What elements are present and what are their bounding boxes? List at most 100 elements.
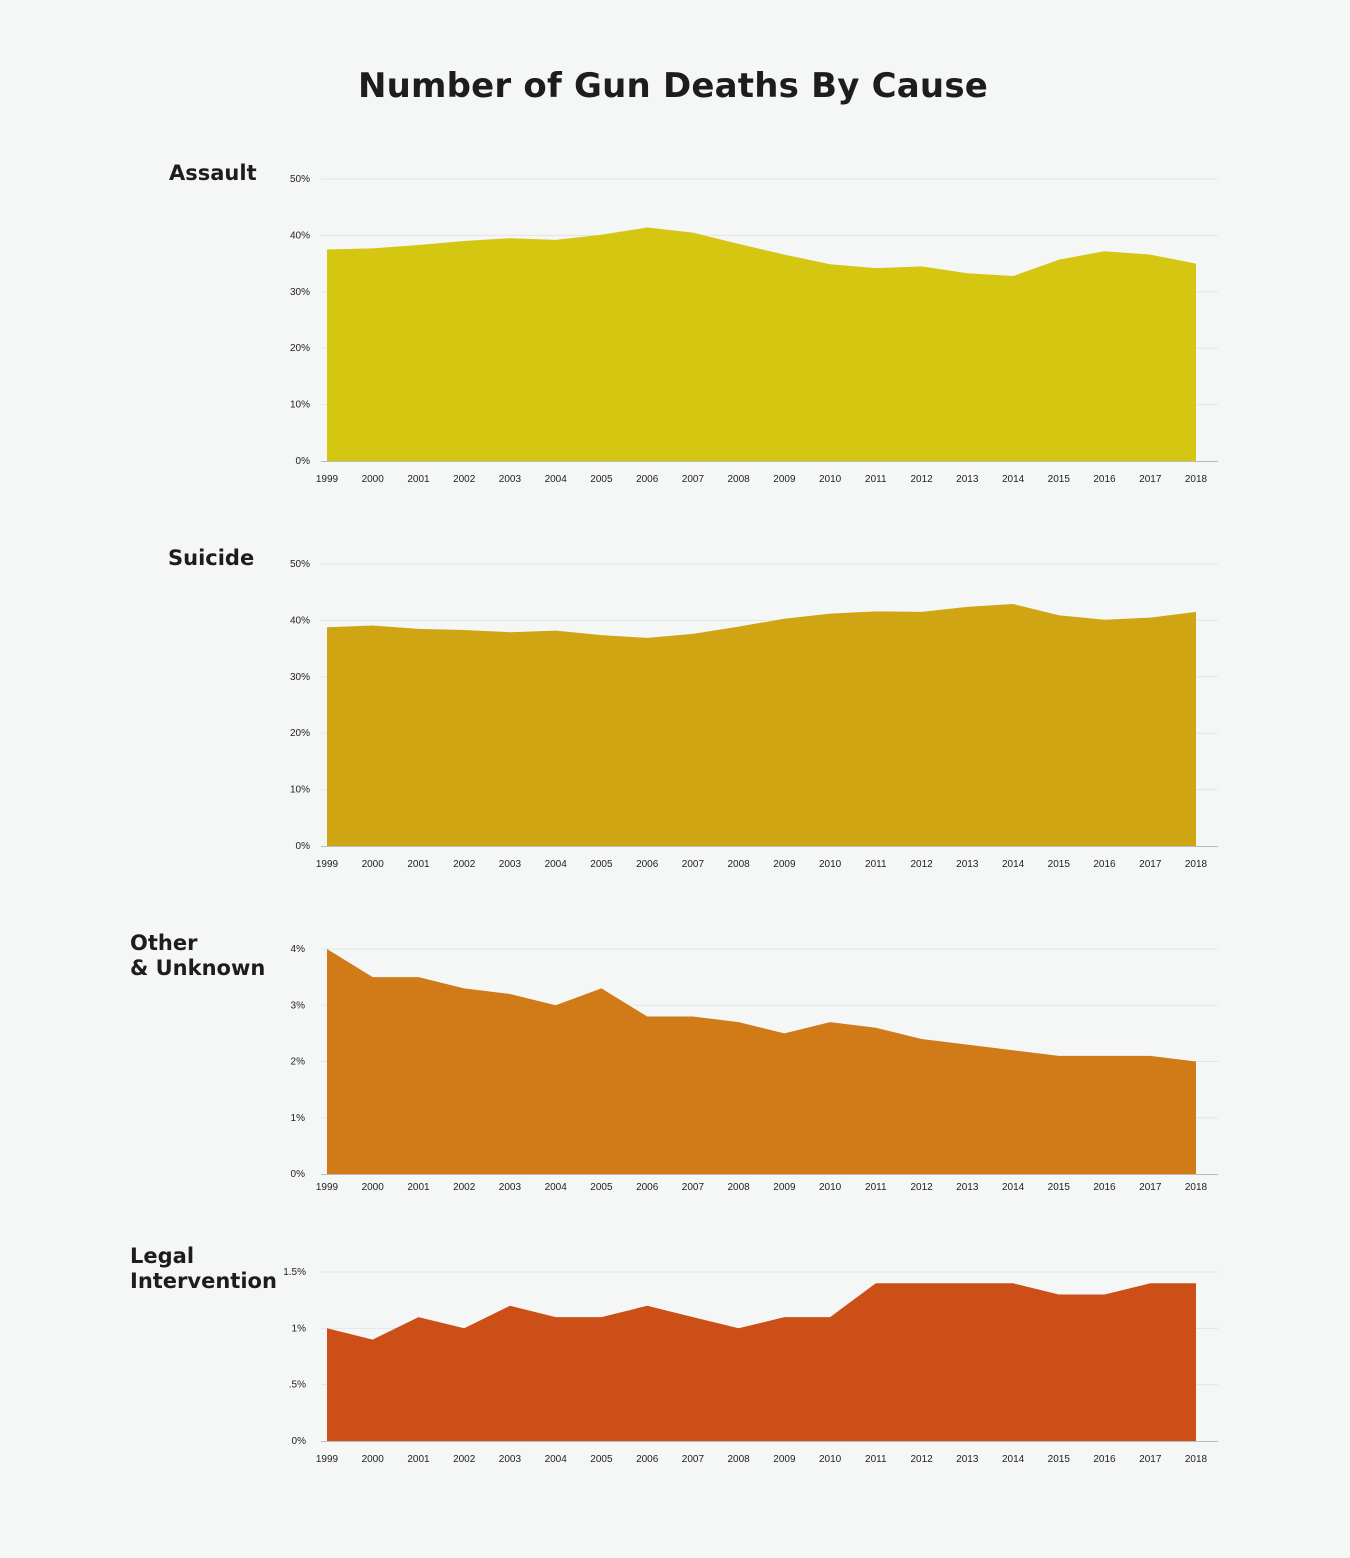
x-tick-label: 2013 <box>956 474 979 485</box>
assault-area <box>327 227 1196 461</box>
x-tick-label: 2013 <box>956 1182 979 1193</box>
x-tick-label: 2017 <box>1139 859 1162 870</box>
chart-label-line: Assault <box>169 161 257 185</box>
x-tick-label: 2008 <box>727 474 750 485</box>
x-tick-label: 2013 <box>956 859 979 870</box>
y-tick-label: 1% <box>292 1323 307 1334</box>
y-tick-label: 40% <box>290 615 310 626</box>
x-tick-label: 2005 <box>590 1182 613 1193</box>
x-tick-label: 2016 <box>1093 474 1116 485</box>
y-tick-label: 0% <box>291 1169 306 1180</box>
x-tick-label: 2003 <box>499 1454 522 1465</box>
y-tick-label: 0% <box>296 841 311 852</box>
y-tick-label: 3% <box>291 1000 306 1011</box>
x-tick-label: 2015 <box>1048 1454 1071 1465</box>
x-tick-label: 2001 <box>407 474 430 485</box>
x-tick-label: 2001 <box>407 1182 430 1193</box>
x-tick-label: 2002 <box>453 1182 476 1193</box>
x-tick-label: 2014 <box>1002 1454 1025 1465</box>
suicide-chart-label: Suicide <box>168 546 254 571</box>
x-tick-label: 2011 <box>865 859 887 870</box>
x-tick-label: 2006 <box>636 1454 659 1465</box>
x-tick-label: 2006 <box>636 474 659 485</box>
x-tick-label: 2014 <box>1002 474 1025 485</box>
assault-chart: 0% 10% 20% 30% 40% 50% 1999 2000 2001 2002 2003 200… <box>290 174 1218 485</box>
x-tick-label: 2006 <box>636 859 659 870</box>
y-tick-label: .5% <box>289 1380 306 1391</box>
x-tick-label: 2009 <box>773 859 796 870</box>
page-title: Number of Gun Deaths By Cause <box>357 66 989 106</box>
x-tick-label: 2018 <box>1185 1182 1208 1193</box>
legal-intervention-chart-label: Legal Intervention <box>130 1244 277 1294</box>
x-tick-label: 2004 <box>545 1454 568 1465</box>
x-tick-label: 2000 <box>362 474 385 485</box>
x-tick-label: 2007 <box>682 474 705 485</box>
x-tick-label: 2017 <box>1139 1454 1162 1465</box>
x-tick-label: 2010 <box>819 474 842 485</box>
x-tick-label: 2002 <box>453 474 476 485</box>
x-tick-label: 2016 <box>1093 1182 1116 1193</box>
x-tick-label: 2007 <box>682 859 705 870</box>
x-tick-label: 2011 <box>865 1454 887 1465</box>
x-tick-label: 2006 <box>636 1182 659 1193</box>
x-tick-label: 2005 <box>590 1454 613 1465</box>
x-tick-label: 2017 <box>1139 474 1162 485</box>
x-tick-label: 2002 <box>453 1454 476 1465</box>
x-tick-label: 2001 <box>407 859 430 870</box>
y-tick-label: 10% <box>290 785 310 796</box>
x-tick-label: 2008 <box>727 1454 750 1465</box>
x-tick-label: 2012 <box>910 1454 933 1465</box>
x-tick-label: 2000 <box>362 1182 385 1193</box>
chart-label-line: Other <box>130 931 198 955</box>
legal-intervention-chart: 0% .5% 1% 1.5% 1999 2000 2001 2002 2003 2004 2005 2… <box>283 1267 1218 1465</box>
x-tick-label: 2012 <box>910 1182 933 1193</box>
chart-label-line: Suicide <box>168 546 255 570</box>
other-unknown-chart: 0% 1% 2% 3% 4% 1999 2000 2001 2002 2003 2004 2005 20… <box>291 944 1218 1193</box>
y-tick-label: 30% <box>290 287 310 298</box>
y-tick-label: 50% <box>290 174 310 185</box>
x-tick-label: 2015 <box>1048 1182 1071 1193</box>
x-tick-label: 2002 <box>453 859 476 870</box>
x-tick-label: 2004 <box>545 1182 568 1193</box>
x-tick-label: 2003 <box>499 474 522 485</box>
x-tick-label: 2010 <box>819 1454 842 1465</box>
x-tick-label: 1999 <box>316 1454 339 1465</box>
x-tick-label: 2004 <box>545 859 568 870</box>
x-tick-label: 2003 <box>499 859 522 870</box>
x-tick-label: 2008 <box>727 859 750 870</box>
x-tick-label: 2016 <box>1093 1454 1116 1465</box>
x-tick-label: 2010 <box>819 1182 842 1193</box>
x-tick-label: 2015 <box>1048 474 1071 485</box>
x-tick-label: 2018 <box>1185 474 1208 485</box>
assault-chart-label: Assault <box>169 161 257 186</box>
x-tick-label: 2003 <box>499 1182 522 1193</box>
y-tick-label: 20% <box>290 343 310 354</box>
y-tick-label: 1.5% <box>283 1267 306 1278</box>
x-tick-label: 2018 <box>1185 859 1208 870</box>
x-tick-label: 1999 <box>316 859 339 870</box>
suicide-chart: 0% 10% 20% 30% 40% 50% 1999 2000 2001 2002 2003 200… <box>290 559 1218 870</box>
x-tick-label: 2009 <box>773 474 796 485</box>
x-tick-label: 2004 <box>545 474 568 485</box>
chart-label-line: Intervention <box>130 1269 277 1293</box>
x-tick-label: 2010 <box>819 859 842 870</box>
x-tick-label: 2001 <box>407 1454 430 1465</box>
x-tick-label: 2012 <box>910 474 933 485</box>
x-tick-label: 2009 <box>773 1454 796 1465</box>
other-unknown-chart-label: Other & Unknown <box>130 931 265 981</box>
x-tick-label: 2000 <box>362 859 385 870</box>
y-tick-label: 40% <box>290 230 310 241</box>
x-tick-label: 2014 <box>1002 859 1025 870</box>
x-tick-label: 2017 <box>1139 1182 1162 1193</box>
y-tick-label: 0% <box>296 456 311 467</box>
x-tick-label: 1999 <box>316 1182 339 1193</box>
other-unknown-area <box>327 949 1196 1174</box>
x-tick-label: 2011 <box>865 474 887 485</box>
x-tick-label: 2005 <box>590 859 613 870</box>
x-tick-label: 1999 <box>316 474 339 485</box>
x-tick-label: 2016 <box>1093 859 1116 870</box>
y-tick-label: 2% <box>291 1057 306 1068</box>
x-tick-label: 2014 <box>1002 1182 1025 1193</box>
x-tick-label: 2011 <box>865 1182 887 1193</box>
